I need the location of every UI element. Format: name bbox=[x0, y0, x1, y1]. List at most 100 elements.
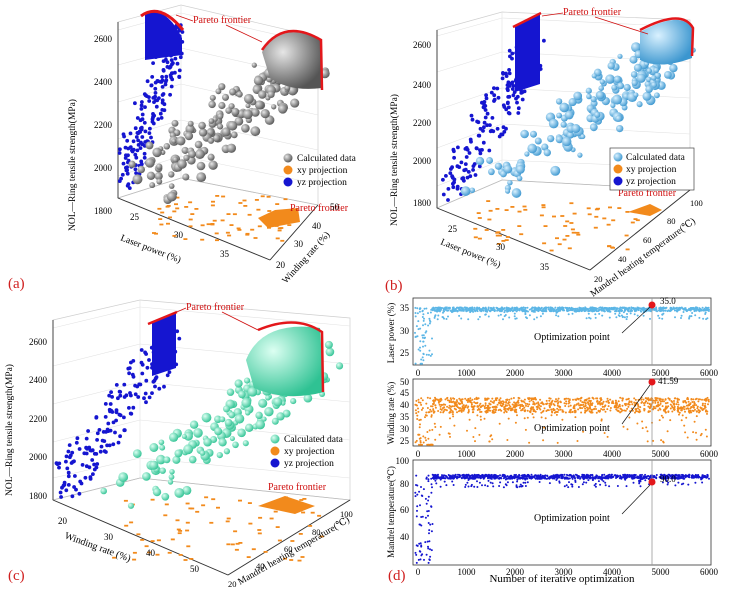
iteration-point bbox=[639, 485, 642, 488]
iteration-point bbox=[654, 401, 657, 404]
iteration-point bbox=[496, 403, 499, 406]
legend: Calculated data xy projection yz project… bbox=[270, 434, 344, 469]
iteration-point bbox=[599, 483, 602, 486]
x-tick: 4000 bbox=[603, 368, 622, 378]
iteration-point bbox=[416, 418, 419, 420]
iteration-point bbox=[507, 477, 510, 480]
iteration-point bbox=[503, 411, 506, 414]
panel-letter-c: (c) bbox=[8, 568, 25, 584]
iteration-point bbox=[521, 310, 524, 313]
iteration-point bbox=[595, 408, 597, 410]
xy-projection-point bbox=[572, 212, 577, 215]
iteration-point bbox=[619, 407, 622, 410]
iteration-point bbox=[489, 481, 492, 484]
xy-projection-point bbox=[541, 204, 546, 206]
calculated-data-point bbox=[218, 83, 226, 91]
iteration-point bbox=[494, 406, 497, 409]
iteration-point bbox=[692, 398, 695, 401]
iteration-point bbox=[478, 481, 481, 484]
iteration-point bbox=[417, 558, 420, 561]
yz-projection-point bbox=[90, 458, 95, 462]
legend-calculated: Calculated data bbox=[626, 153, 686, 163]
xy-projection-point bbox=[304, 505, 309, 508]
iteration-point bbox=[543, 307, 545, 310]
iteration-point bbox=[620, 310, 623, 313]
iteration-point bbox=[621, 397, 624, 400]
iteration-point bbox=[591, 307, 594, 310]
iteration-point bbox=[625, 318, 628, 321]
xy-projection-point bbox=[253, 237, 258, 239]
yz-projection-point bbox=[57, 465, 61, 470]
iteration-point bbox=[573, 476, 576, 479]
yz-projection-point bbox=[467, 151, 472, 155]
calculated-data-point bbox=[100, 487, 108, 495]
iteration-point bbox=[469, 399, 472, 402]
iteration-point bbox=[522, 481, 525, 484]
panel-d: 35.0 41.59 90.0 Optimization point Optim… bbox=[386, 296, 719, 585]
y-tick: 80 bbox=[400, 479, 410, 489]
iteration-point bbox=[487, 474, 490, 477]
iteration-point bbox=[705, 435, 708, 438]
xy-projection-point bbox=[299, 499, 304, 501]
y-tick: 80 bbox=[312, 527, 321, 537]
iteration-point bbox=[595, 411, 598, 414]
iteration-point bbox=[584, 411, 586, 414]
iteration-point bbox=[484, 484, 487, 487]
calculated-data-point bbox=[195, 149, 205, 160]
iteration-point bbox=[557, 397, 560, 400]
iteration-point bbox=[678, 474, 681, 477]
iteration-point bbox=[577, 402, 580, 405]
iteration-point bbox=[581, 483, 584, 486]
yz-projection-point bbox=[122, 395, 127, 399]
iteration-point bbox=[659, 476, 662, 479]
iteration-point bbox=[440, 476, 443, 479]
iteration-point bbox=[586, 308, 589, 311]
iteration-point bbox=[555, 398, 557, 401]
xy-projection-point bbox=[172, 235, 177, 237]
xy-projection-point bbox=[156, 539, 161, 542]
xy-projection-point bbox=[210, 204, 215, 207]
iteration-point bbox=[535, 316, 538, 319]
calculated-data-point bbox=[571, 124, 581, 133]
yz-projection-point bbox=[143, 105, 147, 109]
yz-projection-point bbox=[102, 439, 107, 443]
xy-projection-point bbox=[495, 234, 500, 237]
iteration-point bbox=[472, 411, 475, 414]
iteration-point bbox=[557, 409, 560, 411]
iteration-point bbox=[703, 309, 706, 312]
yz-projection-point bbox=[504, 71, 508, 76]
yz-projection-point bbox=[88, 475, 93, 480]
iteration-point bbox=[451, 410, 454, 413]
y-tick: 50 bbox=[400, 377, 410, 387]
iteration-point bbox=[633, 313, 636, 316]
iteration-point bbox=[597, 409, 600, 412]
iteration-point bbox=[473, 398, 476, 400]
iteration-point bbox=[504, 409, 507, 412]
iteration-point bbox=[421, 407, 424, 410]
xy-projection-point bbox=[245, 232, 250, 235]
iteration-point bbox=[466, 406, 469, 409]
iteration-point bbox=[548, 397, 551, 400]
iteration-point bbox=[455, 403, 458, 406]
iteration-point bbox=[422, 313, 425, 316]
yz-projection-point bbox=[118, 393, 123, 398]
iteration-point bbox=[483, 474, 485, 477]
iteration-point bbox=[539, 405, 542, 408]
iteration-point bbox=[567, 313, 570, 316]
iteration-point bbox=[672, 307, 675, 310]
iteration-point bbox=[645, 477, 648, 479]
iteration-point bbox=[441, 474, 443, 477]
xy-projection-point bbox=[183, 238, 188, 240]
yz-projection-point bbox=[495, 86, 500, 91]
xy-projection-point bbox=[174, 203, 178, 206]
calculated-data-point bbox=[617, 53, 623, 59]
iteration-point bbox=[460, 408, 463, 411]
iteration-point bbox=[479, 402, 482, 405]
iteration-point bbox=[489, 474, 492, 477]
iteration-point bbox=[698, 308, 701, 311]
yz-projection-point bbox=[500, 76, 505, 81]
yz-projection-point bbox=[163, 79, 168, 84]
iteration-point bbox=[451, 480, 454, 483]
xy-projection-point bbox=[517, 225, 522, 227]
iteration-point bbox=[518, 397, 521, 400]
